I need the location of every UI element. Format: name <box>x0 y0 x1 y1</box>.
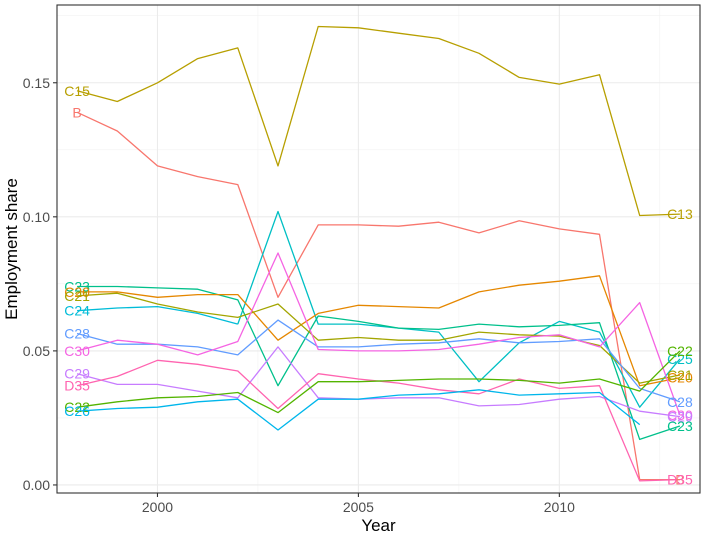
x-axis-title: Year <box>361 516 396 535</box>
axis-ticks: 2000 2005 2010 0.00 0.05 0.10 0.15 <box>23 75 575 515</box>
panel-background <box>57 5 700 493</box>
series-start-label-c30: C30 <box>64 343 90 359</box>
series-end-label-c28: C28 <box>667 394 693 410</box>
series-line-c28 <box>76 319 681 403</box>
series-line-c30 <box>76 252 681 416</box>
y-tick-label: 0.00 <box>23 477 50 493</box>
series-start-label-d35: D35 <box>64 378 90 394</box>
series-start-label-c22: C22 <box>64 399 90 415</box>
series-end-label-c25: C25 <box>667 351 693 367</box>
series-labels: C15C13BBC25C23C23C20C20C21C21C24C28C28C3… <box>64 83 693 488</box>
x-tick-label: 2000 <box>142 499 173 515</box>
series-start-label-c24: C24 <box>64 303 90 319</box>
panel-border <box>56 4 701 494</box>
series-end-label-b: B <box>675 472 684 488</box>
series-end-label-c15: C13 <box>667 206 693 222</box>
series-end-label-d35: D35 <box>667 472 693 488</box>
series-line-c15 <box>76 25 680 217</box>
series-lines <box>76 25 681 482</box>
series-start-label-c20: C20 <box>64 284 90 300</box>
series-start-label-c21: C21 <box>64 288 90 304</box>
x-tick-label: 2010 <box>544 499 575 515</box>
series-start-label-c15: C15 <box>64 83 90 99</box>
series-end-label-c23: C23 <box>667 418 693 434</box>
y-tick-label: 0.10 <box>23 209 50 225</box>
series-line-b <box>76 111 680 481</box>
series-start-label-c26: C26 <box>64 403 90 419</box>
series-end-label-c30: C30 <box>667 407 693 423</box>
x-tick-label: 2005 <box>343 499 374 515</box>
series-start-label-b: B <box>72 104 81 120</box>
series-line-c23 <box>77 285 681 441</box>
series-start-label-c28: C28 <box>64 325 90 341</box>
series-end-label-c22: C22 <box>667 343 693 359</box>
series-end-label-c29: C29 <box>667 409 693 425</box>
series-line-c29 <box>76 346 680 418</box>
series-line-c20 <box>77 275 681 387</box>
series-start-label-c23: C23 <box>64 279 90 295</box>
series-line-c24 <box>77 305 238 325</box>
series-line-c25 <box>237 210 681 408</box>
series-end-label-c21: C21 <box>667 367 693 383</box>
y-axis-title: Employment share <box>2 178 21 320</box>
series-line-c26 <box>77 389 641 431</box>
series-line-c22 <box>77 350 681 414</box>
series-end-label-c20: C20 <box>667 370 693 386</box>
y-tick-label: 0.05 <box>23 343 50 359</box>
series-start-label-c29: C29 <box>64 366 90 382</box>
y-tick-label: 0.15 <box>23 75 50 91</box>
